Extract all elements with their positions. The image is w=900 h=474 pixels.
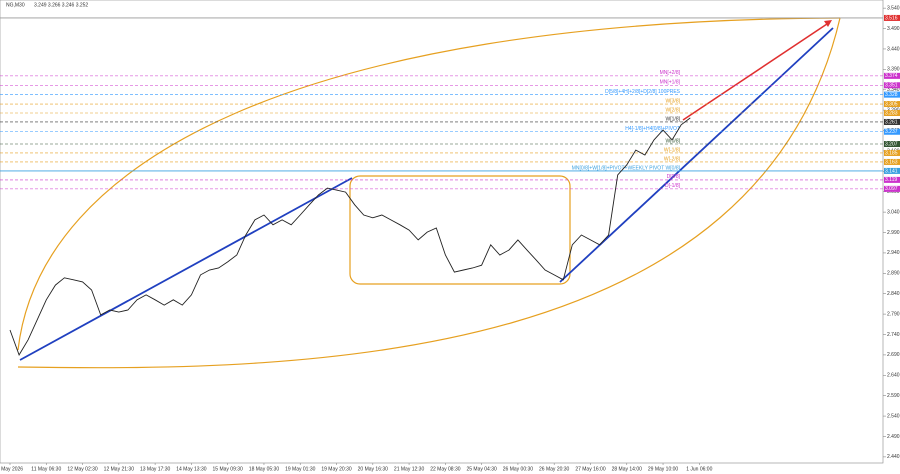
level-label: MN[0/8]+W[1/8]+PIVOT+WEEKLY PIVOT W[0/8]	[572, 165, 681, 171]
y-tick-label: 3.490	[887, 26, 900, 32]
price-line	[9, 117, 691, 356]
level-label: W[2/8]	[666, 107, 681, 113]
range-box	[349, 175, 571, 285]
y-tick-label: 3.090	[887, 189, 900, 195]
x-tick-label: 25 May 04:30	[466, 466, 497, 472]
y-tick-label: 2.490	[887, 434, 900, 440]
price-tag	[884, 176, 900, 183]
x-tick-label: 22 May 08:30	[430, 466, 461, 472]
price-tag	[884, 118, 900, 125]
x-tick-label: 19 May 01:30	[285, 466, 316, 472]
y-tick-label: 2.740	[887, 332, 900, 338]
x-tick-label: 21 May 12:30	[394, 466, 425, 472]
chart-title: NG,M30	[6, 2, 25, 8]
y-tick-label: 2.790	[887, 311, 900, 317]
level-label: W[-1/8]	[664, 147, 681, 153]
x-tick-label: 15 May 09:30	[213, 466, 244, 472]
price-tag-label: 3.351	[885, 83, 898, 89]
x-tick-label: 28 May 14:00	[612, 466, 643, 472]
x-tick-label: 14 May 13:30	[176, 466, 207, 472]
price-tag	[884, 91, 900, 98]
price-tag	[884, 140, 900, 147]
price-tag-label: 3.141	[885, 168, 898, 174]
y-tick-label: 3.540	[887, 5, 900, 11]
price-tag-label: 3.305	[885, 101, 898, 107]
x-tick-label: 12 May 21:30	[104, 466, 135, 472]
y-tick-label: 2.640	[887, 373, 900, 379]
y-tick-label: 3.390	[887, 67, 900, 73]
level-label: W[0/8]	[666, 138, 681, 144]
price-tag	[884, 14, 900, 21]
price-tag-label: 3.328	[885, 92, 898, 98]
price-tag	[884, 72, 900, 79]
y-tick-label: 2.440	[887, 454, 900, 460]
y-tick-label: 2.690	[887, 352, 900, 358]
projection-line	[682, 21, 831, 121]
trend-line	[559, 27, 834, 283]
x-tick-label: 20 May 16:30	[358, 466, 389, 472]
trend-line	[19, 177, 353, 361]
level-label: W[1/8]	[666, 116, 681, 122]
y-tick-label: 2.590	[887, 393, 900, 399]
x-tick-label: 12 May 02:30	[67, 466, 98, 472]
x-tick-label: 11 May 06:30	[31, 466, 61, 472]
price-tag	[884, 82, 900, 89]
price-tag	[884, 128, 900, 135]
x-tick-label: 8 May 2026	[0, 466, 23, 472]
price-tag	[884, 101, 900, 108]
y-tick-label: 2.890	[887, 271, 900, 277]
x-tick-label: 29 May 10:00	[648, 466, 679, 472]
level-label: H4[-1/8]+H4[0/8]+PIVOT	[625, 126, 680, 132]
price-tag	[884, 167, 900, 174]
price-tag-label: 3.207	[885, 141, 898, 147]
price-tag-label: 3.185	[885, 150, 898, 156]
y-tick-label: 3.440	[887, 46, 900, 52]
level-label: MN[+2/8]	[660, 70, 681, 76]
price-tag-label: 3.237	[885, 129, 898, 135]
y-tick-label: 2.990	[887, 230, 900, 236]
x-tick-label: 18 May 05:30	[249, 466, 280, 472]
drawings	[17, 17, 841, 369]
y-tick-label: 2.940	[887, 250, 900, 256]
level-label: W[-2/8]	[664, 156, 681, 162]
arc-lower	[17, 17, 841, 369]
price-tag-label: 3.374	[885, 73, 898, 79]
price-tag-label: 3.283	[885, 110, 898, 116]
price-tag-label: 3.097	[885, 186, 898, 192]
x-tick-label: 19 May 20:30	[321, 466, 352, 472]
price-tag	[884, 185, 900, 192]
level-label: D[-1/8]	[665, 183, 681, 189]
price-tag-label: 3.163	[885, 159, 898, 165]
x-tick-label: 26 May 20:30	[539, 466, 570, 472]
price-tag-label: 3.119	[885, 177, 897, 183]
price-tag-label: 3.261	[885, 119, 898, 125]
arc-upper	[17, 17, 841, 351]
x-tick-label: 1 Jun 06:00	[686, 466, 712, 472]
y-tick-label: 3.040	[887, 209, 900, 215]
price-tag	[884, 149, 900, 156]
x-tick-label: 26 May 00:30	[503, 466, 534, 472]
y-tick-label: 2.840	[887, 291, 900, 297]
level-label: D[5/8]+4H[+2/8]+D[2/8] 100PRES	[605, 89, 681, 95]
y-tick-label: 2.540	[887, 413, 900, 419]
price-tag	[884, 158, 900, 165]
ohlc: 3.249 3.266 3.246 3.252	[34, 2, 88, 8]
x-tick-label: 27 May 16:00	[575, 466, 606, 472]
level-label: MN[+1/8]	[660, 80, 681, 86]
level-label: D[0/8]	[667, 174, 681, 180]
y-tick-label: 3.340	[887, 87, 900, 93]
price-tag-label: 3.516	[885, 15, 898, 21]
level-label: W[3/8]	[666, 98, 681, 104]
price-tag	[884, 109, 900, 116]
plot-frame	[0, 0, 884, 464]
arrow-head	[824, 20, 832, 27]
x-tick-label: 13 May 17:30	[140, 466, 171, 472]
